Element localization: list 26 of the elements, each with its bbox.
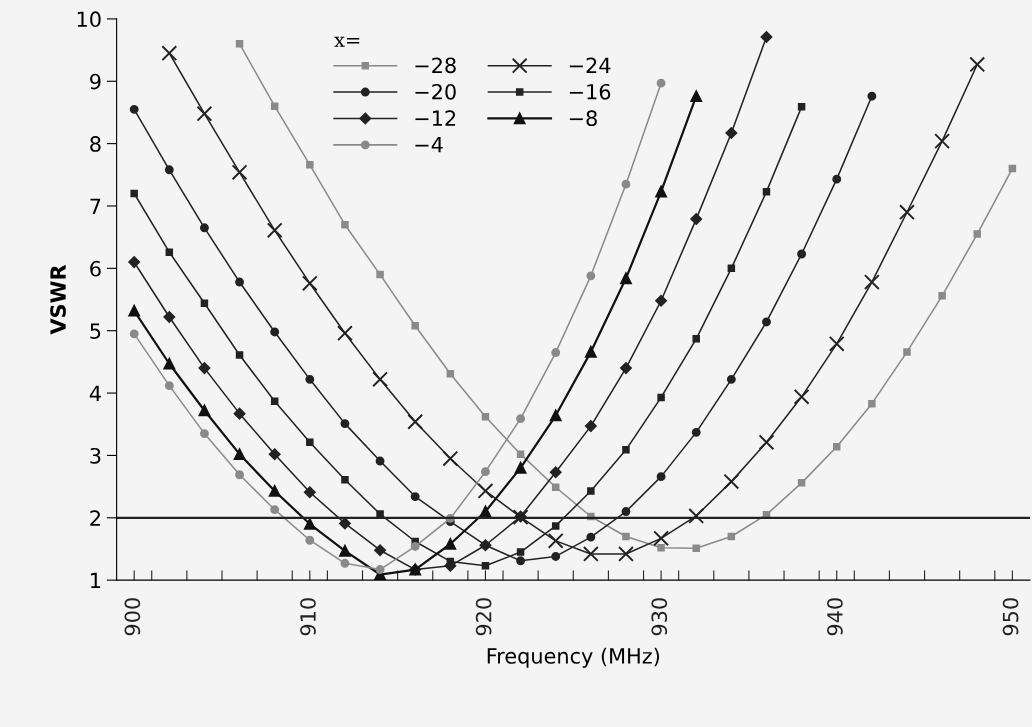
x-tick-label: 920 xyxy=(475,598,492,636)
legend-title: x= xyxy=(334,36,360,47)
x-tick-label: 950 xyxy=(1002,598,1019,636)
x-axis-title: Frequency (MHz) xyxy=(487,647,660,668)
y-tick-label: 6 xyxy=(90,260,101,277)
x-tick-label: 940 xyxy=(827,598,843,636)
x-tick-label: 900 xyxy=(124,598,141,636)
legend-label: −8 xyxy=(569,110,597,127)
x-tick-label: 910 xyxy=(300,598,316,636)
y-tick-label: 5 xyxy=(90,323,101,339)
y-axis-title: VSWR xyxy=(50,264,66,335)
legend-label: −28 xyxy=(415,57,456,74)
legend-label: −12 xyxy=(415,110,456,126)
legend-label: −16 xyxy=(569,83,611,100)
y-tick-label: 1 xyxy=(91,572,101,589)
x-tick-label: 930 xyxy=(651,598,668,636)
y-tick-label: 3 xyxy=(90,447,101,464)
y-tick-label: 8 xyxy=(90,136,101,152)
legend-label: −20 xyxy=(415,83,456,100)
y-tick-label: 10 xyxy=(77,11,101,28)
legend-label: −24 xyxy=(569,57,611,73)
y-tick-label: 2 xyxy=(90,510,100,526)
y-tick-label: 4 xyxy=(89,385,101,401)
y-tick-label: 7 xyxy=(90,198,101,214)
y-tick-label: 9 xyxy=(90,73,101,90)
legend-label: −4 xyxy=(415,136,443,153)
